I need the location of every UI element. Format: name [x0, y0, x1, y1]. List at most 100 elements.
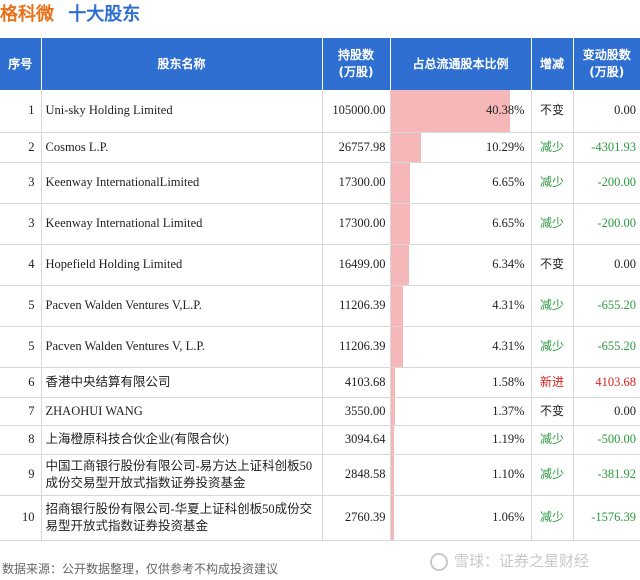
shares-held: 2848.58: [322, 454, 391, 496]
shares-held: 17300.00: [322, 203, 391, 245]
header-ratio: 占总流通股本比例: [390, 38, 532, 90]
change-delta: 4103.68: [573, 367, 640, 398]
shareholder-name: 招商银行股份有限公司-华夏上证科创板50成份交易型开放式指数证券投资基金: [41, 495, 323, 541]
ratio-bar: [390, 132, 421, 161]
row-index: 9: [0, 454, 42, 496]
ratio-cell: 1.19%: [390, 425, 532, 455]
row-index: 6: [0, 367, 42, 398]
table-row: 6 香港中央结算有限公司 4103.68 1.58% 新进 4103.68: [0, 367, 640, 398]
table-row: 1 Uni-sky Holding Limited 105000.00 40.38% 不…: [0, 90, 640, 133]
change-status: 减少: [531, 454, 574, 496]
change-status: 减少: [531, 326, 574, 368]
table-header-row: 序号 股东名称 持股数 (万股) 占总流通股本比例 增减 变动股数 (万股): [0, 38, 640, 90]
header-name: 股东名称: [41, 38, 323, 90]
shares-held: 11206.39: [322, 285, 391, 327]
row-index: 8: [0, 425, 42, 455]
table-row: 5 Pacven Walden Ventures V,L.P. 11206.39 4.…: [0, 285, 640, 327]
change-delta: -381.92: [573, 454, 640, 496]
row-index: 4: [0, 244, 42, 286]
change-delta: -655.20: [573, 326, 640, 368]
table-body: 1 Uni-sky Holding Limited 105000.00 40.38% 不…: [0, 90, 640, 541]
shareholder-name: Keenway InternationalLimited: [41, 162, 323, 204]
shareholder-name: 上海橙原科技合伙企业(有限合伙): [41, 425, 323, 455]
page-title: 格科微 十大股东: [0, 0, 140, 30]
row-index: 3: [0, 203, 42, 245]
ratio-cell: 6.65%: [390, 203, 532, 245]
ratio-cell: 1.06%: [390, 495, 532, 541]
shareholder-name: 中国工商银行股份有限公司-易方达上证科创板50成份交易型开放式指数证券投资基金: [41, 454, 323, 496]
shareholder-name: Pacven Walden Ventures V,L.P.: [41, 285, 323, 327]
section-title: 十大股东: [68, 4, 141, 25]
change-delta: -4301.93: [573, 132, 640, 163]
ratio-value: 4.31%: [492, 298, 525, 312]
ratio-bar: [390, 162, 411, 202]
table-row: 3 Keenway InternationalLimited 17300.00 6.6…: [0, 162, 640, 204]
ratio-bar: [390, 203, 411, 243]
shares-held: 3094.64: [322, 425, 391, 455]
ratio-value: 6.65%: [492, 216, 525, 230]
row-index: 7: [0, 397, 42, 426]
watermark-logo: 雪球：证券之星财经: [430, 550, 589, 571]
shareholder-name: Uni-sky Holding Limited: [41, 90, 323, 133]
ratio-cell: 1.58%: [390, 367, 532, 398]
ratio-cell: 10.29%: [390, 132, 532, 163]
ratio-bar: [390, 495, 394, 539]
data-source-note: 数据来源：公开数据整理，仅供参考不构成投资建议: [2, 562, 279, 576]
header-index: 序号: [0, 38, 42, 90]
table-row: 5 Pacven Walden Ventures V, L.P. 11206.39 4…: [0, 326, 640, 368]
ratio-value: 1.37%: [492, 403, 525, 418]
shares-held: 105000.00: [322, 90, 391, 133]
row-index: 10: [0, 495, 42, 541]
change-delta: -500.00: [573, 425, 640, 455]
change-delta: 0.00: [573, 90, 640, 133]
change-status: 减少: [531, 285, 574, 327]
row-index: 5: [0, 326, 42, 368]
ratio-bar: [390, 397, 395, 424]
table-row: 9 中国工商银行股份有限公司-易方达上证科创板50成份交易型开放式指数证券投资基金…: [0, 454, 640, 496]
ratio-bar: [390, 90, 510, 131]
ratio-cell: 1.37%: [390, 397, 532, 426]
ratio-bar: [390, 285, 404, 325]
table-row: 4 Hopefield Holding Limited 16499.00 6.34% 不…: [0, 244, 640, 286]
ratio-cell: 1.10%: [390, 454, 532, 496]
change-status: 新进: [531, 367, 574, 398]
table-row: 2 Cosmos L.P. 26757.98 10.29% 减少 -4301.93: [0, 132, 640, 163]
shareholder-name: Keenway International Limited: [41, 203, 323, 245]
ratio-bar: [390, 367, 396, 396]
change-status: 减少: [531, 203, 574, 245]
ratio-bar: [390, 425, 394, 453]
change-status: 减少: [531, 132, 574, 163]
table-row: 8 上海橙原科技合伙企业(有限合伙) 3094.64 1.19% 减少 -500.00: [0, 425, 640, 455]
change-delta: 0.00: [573, 244, 640, 286]
company-name: 格科微: [0, 4, 54, 25]
shares-held: 17300.00: [322, 162, 391, 204]
row-index: 1: [0, 90, 42, 133]
change-status: 不变: [531, 90, 574, 133]
ratio-bar: [390, 326, 404, 366]
ratio-value: 1.58%: [492, 374, 525, 389]
ratio-value: 4.31%: [492, 339, 525, 353]
change-status: 不变: [531, 244, 574, 286]
shareholder-name: Cosmos L.P.: [41, 132, 323, 163]
shareholder-name: 香港中央结算有限公司: [41, 367, 323, 398]
shares-held: 4103.68: [322, 367, 391, 398]
ratio-cell: 6.34%: [390, 244, 532, 286]
ratio-bar: [390, 244, 410, 284]
row-index: 3: [0, 162, 42, 204]
change-status: 减少: [531, 162, 574, 204]
table-row: 10 招商银行股份有限公司-华夏上证科创板50成份交易型开放式指数证券投资基金 27…: [0, 495, 640, 541]
snowball-icon: [430, 552, 448, 571]
change-delta: 0.00: [573, 397, 640, 426]
row-index: 5: [0, 285, 42, 327]
change-delta: -655.20: [573, 285, 640, 327]
ratio-value: 1.19%: [492, 432, 525, 446]
ratio-value: 6.34%: [492, 257, 525, 271]
header-change: 增减: [531, 38, 574, 90]
shareholder-name: ZHAOHUI WANG: [41, 397, 323, 426]
table-row: 7 ZHAOHUI WANG 3550.00 1.37% 不变 0.00: [0, 397, 640, 426]
change-status: 减少: [531, 425, 574, 455]
header-shares: 持股数 (万股): [322, 38, 391, 90]
shares-held: 11206.39: [322, 326, 391, 368]
change-delta: -200.00: [573, 162, 640, 204]
ratio-cell: 40.38%: [390, 90, 532, 133]
